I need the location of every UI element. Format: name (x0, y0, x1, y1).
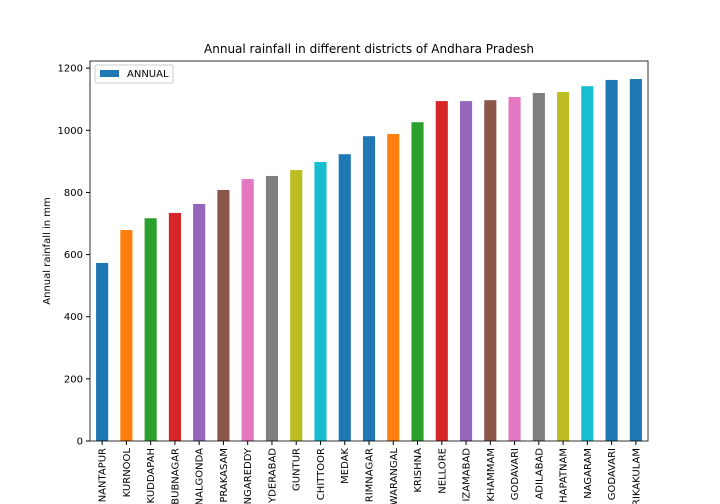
x-tick-label: NELLORE (437, 448, 448, 494)
x-tick-label: BUBNAGAR (170, 448, 181, 504)
x-tick-label: GODAVARI (607, 448, 618, 500)
x-tick-label: GUNTUR (292, 448, 303, 491)
y-tick-label: 1200 (58, 64, 83, 75)
bar (314, 161, 327, 441)
chart-title: Annual rainfall in different districts o… (204, 42, 534, 56)
bar (290, 170, 303, 441)
x-tick-label: NALGONDA (195, 448, 206, 504)
x-tick-label: YDERABAD (267, 448, 278, 504)
x-tick-label: NAGARAM (583, 448, 594, 499)
x-tick-label: CHITTOOR (316, 448, 327, 500)
bar (459, 101, 473, 442)
bar (532, 93, 545, 442)
x-tick-label: NGAREDDY (243, 447, 254, 504)
x-tick-label: GODAVARI (510, 448, 521, 500)
bar (581, 86, 594, 442)
x-tick-label: IZAMABAD (462, 448, 473, 502)
legend-swatch (100, 70, 119, 77)
y-tick-label: 400 (64, 312, 83, 323)
bar (168, 212, 181, 441)
bar (362, 136, 376, 442)
plot-frame (89, 60, 649, 442)
y-tick-label: 0 (77, 437, 83, 448)
x-tick-label: NANTAPUR (98, 448, 109, 502)
bar (265, 175, 279, 442)
y-axis-label: Annual rainfall in mm (42, 197, 53, 304)
x-tick-label: WARANGAL (389, 448, 400, 504)
bar (338, 154, 351, 441)
y-tick-label: 1000 (58, 126, 83, 137)
bar (508, 97, 521, 442)
bar (96, 262, 109, 441)
bar (557, 92, 570, 441)
bar (144, 218, 157, 441)
x-tick-label: RIMNAGAR (365, 448, 376, 502)
x-tick-label: KURNOOL (122, 448, 133, 498)
bar (629, 79, 642, 442)
bar (193, 203, 206, 441)
bar (120, 230, 133, 441)
x-tick-label: KRISHNA (413, 448, 424, 493)
x-tick-label: KHAMMAM (486, 448, 497, 502)
x-tick-label: RIKAKULAM (631, 448, 642, 504)
legend-box (94, 64, 174, 84)
bar (387, 134, 400, 442)
y-tick-label: 800 (64, 188, 83, 199)
x-tick-label: ADILABAD (534, 448, 545, 500)
bar (241, 179, 254, 441)
x-tick-label: HAPATNAM (559, 448, 570, 503)
bar (217, 189, 230, 441)
bar (435, 101, 448, 442)
legend-label: ANNUAL (127, 69, 169, 80)
x-tick-label: PRAKASAM (219, 448, 230, 503)
bar (411, 122, 424, 441)
y-tick-label: 200 (64, 374, 83, 385)
y-tick-label: 600 (64, 250, 83, 261)
x-tick-label: KUDDAPAH (146, 448, 157, 503)
x-tick-label: MEDAK (340, 448, 351, 484)
bar (484, 100, 497, 442)
bar (605, 79, 618, 441)
